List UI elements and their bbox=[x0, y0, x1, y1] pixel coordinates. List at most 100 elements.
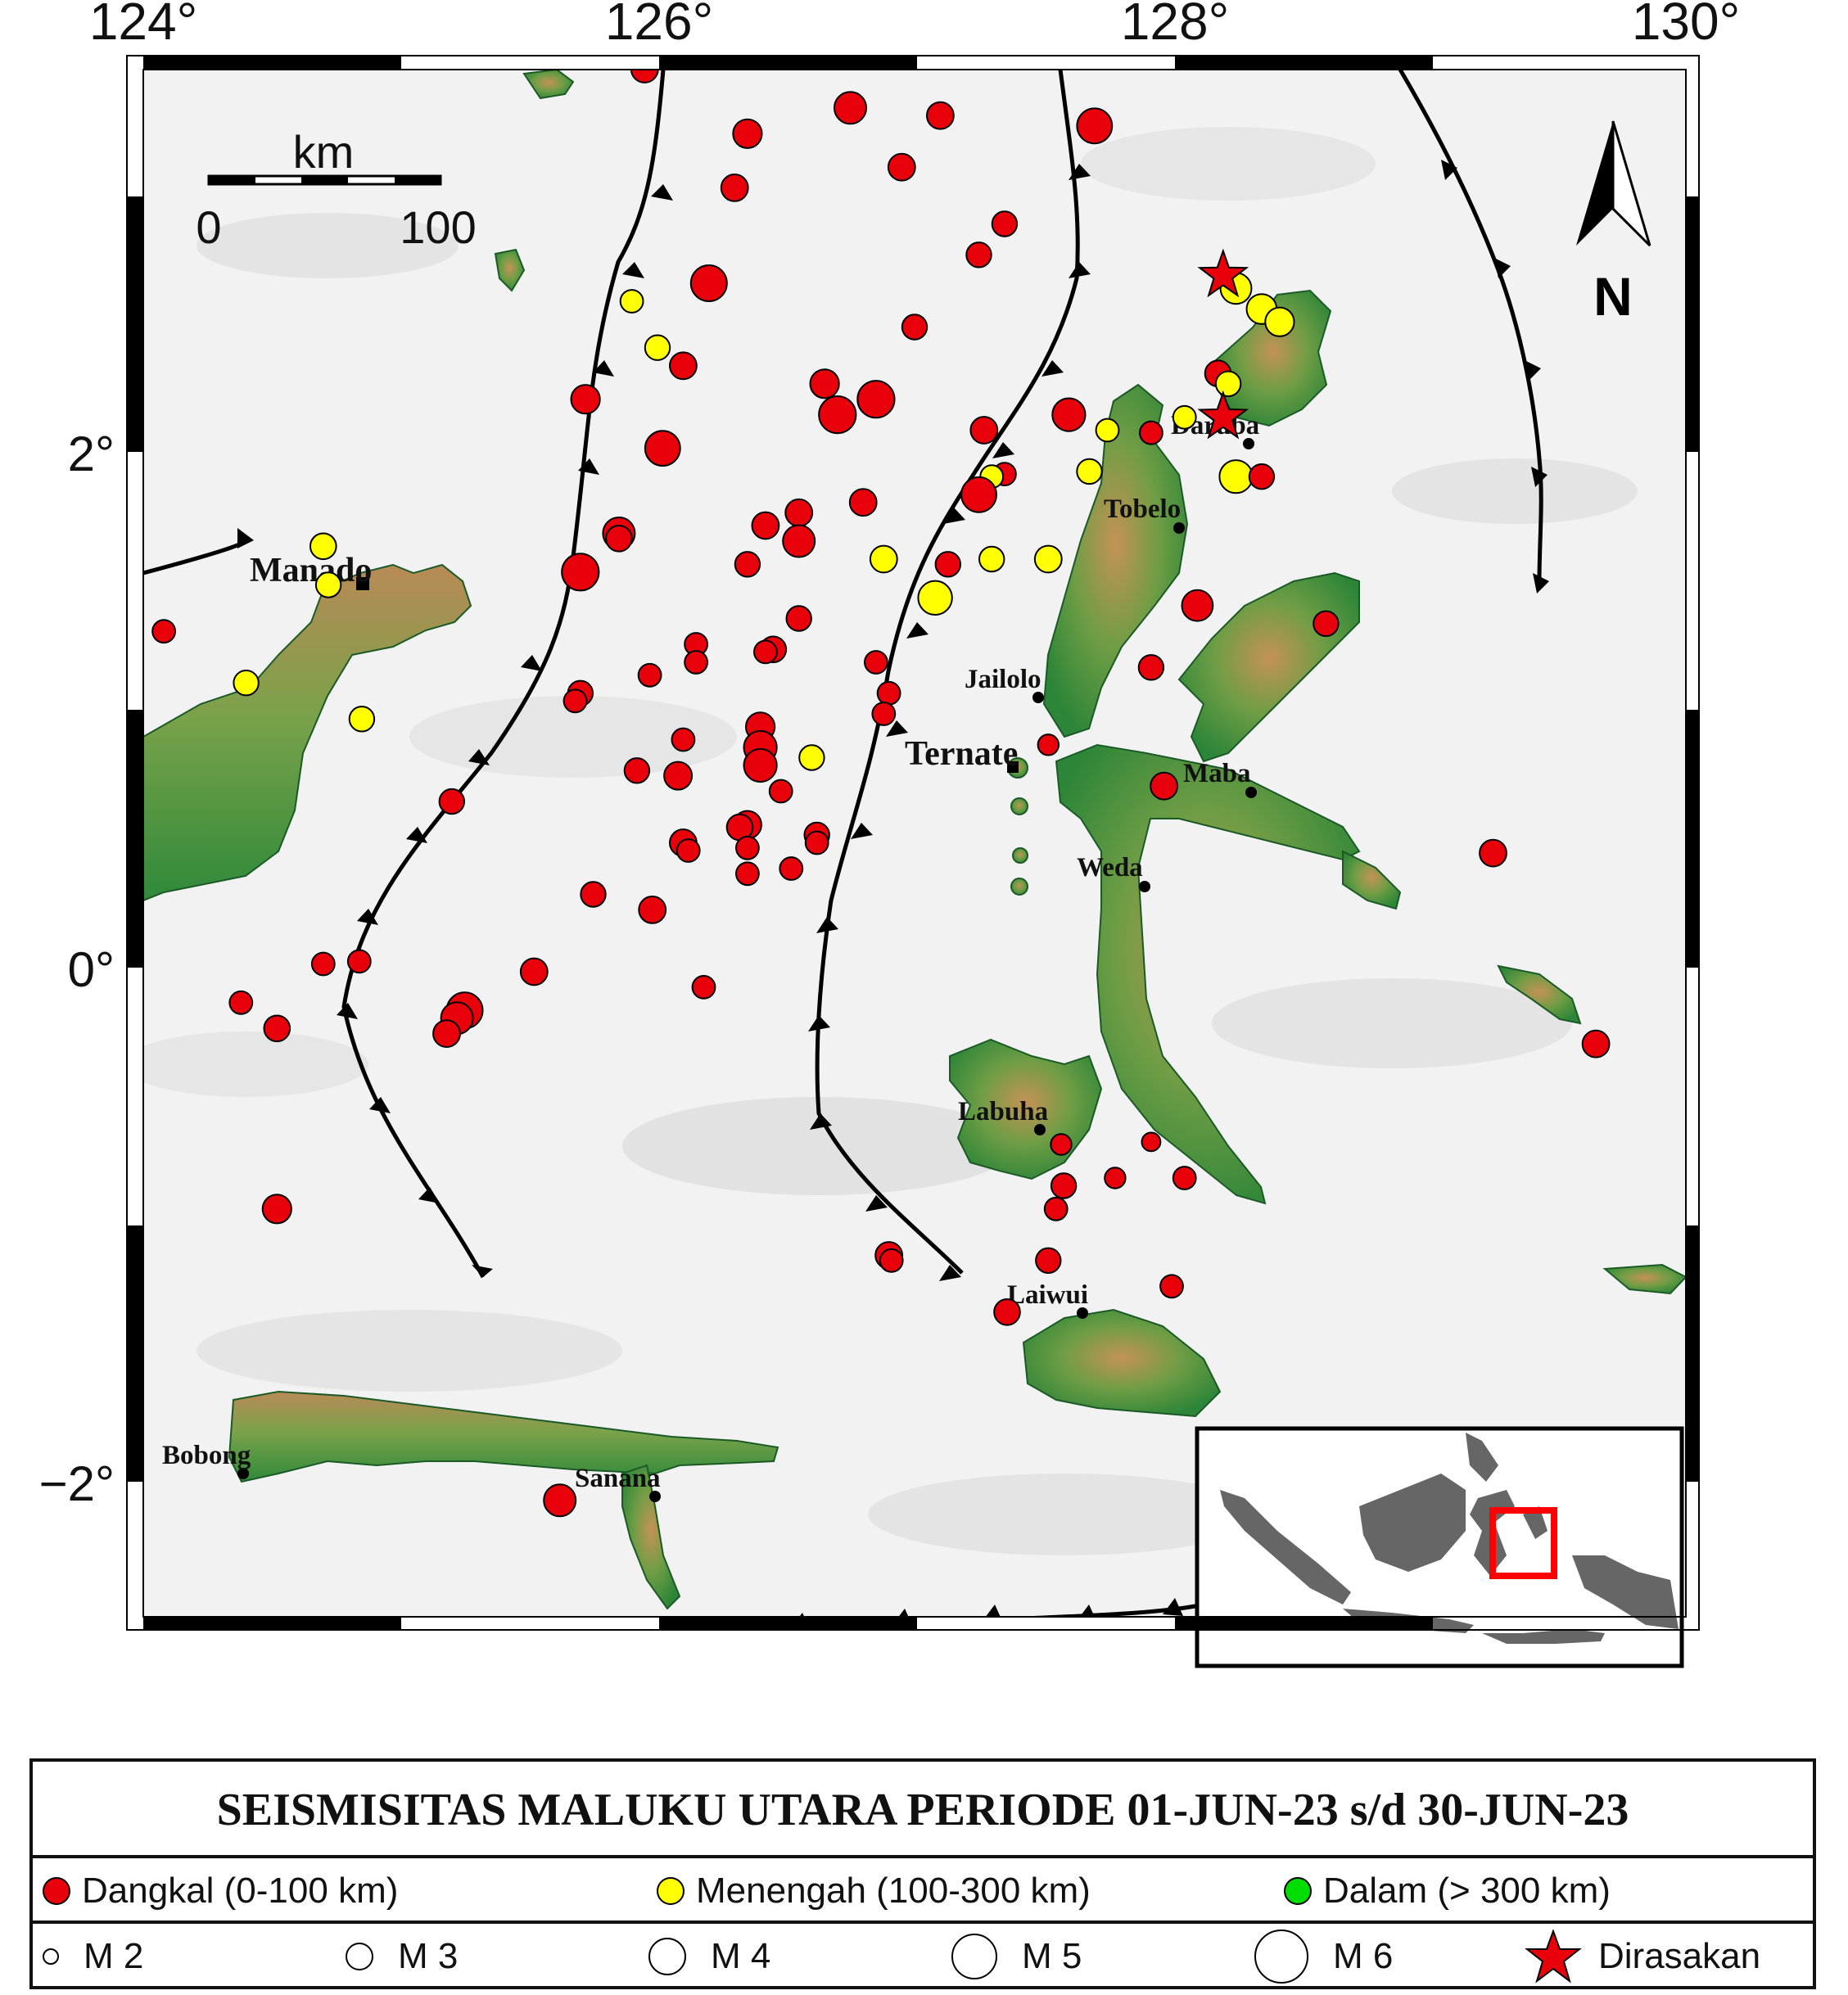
earthquake-event-shallow bbox=[887, 152, 916, 182]
earthquake-event-shallow bbox=[519, 957, 549, 986]
earthquake-event-shallow bbox=[848, 488, 878, 517]
earthquake-event-shallow bbox=[1181, 589, 1214, 622]
legend-depth-row: Dangkal (0-100 km) Menengah (100-300 km)… bbox=[33, 1858, 1813, 1924]
east-islands-land bbox=[1497, 964, 1582, 1025]
city-weda: Weda bbox=[1077, 853, 1150, 892]
earthquake-event-shallow bbox=[310, 951, 336, 977]
legend-m3: M 3 bbox=[346, 1924, 458, 1989]
earthquake-event-shallow bbox=[1037, 733, 1060, 756]
city-laiwui: Laiwui bbox=[1007, 1280, 1088, 1319]
inset-borneo bbox=[1359, 1474, 1466, 1572]
earthquake-event-intermediate bbox=[310, 532, 337, 561]
city-ternate: Ternate bbox=[905, 735, 1019, 773]
earthquake-event-intermediate bbox=[869, 544, 898, 574]
inset-maluku bbox=[1523, 1506, 1548, 1539]
earthquake-event-shallow bbox=[644, 430, 681, 467]
city-bobong: Bobong bbox=[162, 1441, 251, 1479]
scale-bar: km 0 100 bbox=[196, 126, 476, 253]
sea-relief bbox=[143, 127, 1638, 1555]
earthquake-event-shallow bbox=[734, 551, 761, 578]
obi-land bbox=[1022, 1308, 1222, 1418]
tidore-island bbox=[1010, 797, 1028, 815]
earthquake-event-intermediate bbox=[1076, 458, 1103, 485]
earthquake-event-shallow bbox=[1050, 1172, 1078, 1199]
inset-sumatra bbox=[1220, 1490, 1351, 1605]
earthquake-event-shallow bbox=[561, 553, 600, 592]
earthquake-event-shallow bbox=[623, 757, 651, 784]
svg-text:km: km bbox=[293, 126, 355, 178]
sanana-land bbox=[621, 1464, 681, 1610]
legend-intermediate: Menengah (100-300 km) bbox=[657, 1858, 1091, 1924]
earthquake-event-shallow bbox=[926, 101, 955, 130]
earthquake-event-shallow bbox=[901, 314, 929, 341]
felt-event-star-icon bbox=[1197, 390, 1249, 440]
earthquake-event-shallow bbox=[743, 747, 778, 783]
felt-event-star-icon bbox=[1197, 248, 1249, 298]
makian-island bbox=[1010, 878, 1028, 896]
earthquake-event-intermediate bbox=[1172, 404, 1197, 430]
earthquake-event-shallow bbox=[637, 662, 662, 688]
legend-deep: Dalam (> 300 km) bbox=[1284, 1858, 1611, 1924]
earthquake-event-shallow bbox=[1137, 654, 1165, 681]
fault-lines bbox=[143, 70, 1543, 1617]
longitude-labels: 124° 126° 128° 130° bbox=[89, 0, 1740, 51]
earthquake-event-shallow bbox=[960, 476, 997, 513]
city-tobelo: Tobelo bbox=[1104, 494, 1185, 534]
fault-philippine bbox=[1398, 70, 1543, 582]
city-maba: Maba bbox=[1183, 759, 1257, 798]
svg-text:Maba: Maba bbox=[1183, 759, 1251, 788]
felt-star-icon bbox=[1525, 1930, 1582, 1984]
earthquake-event-shallow bbox=[876, 680, 901, 706]
lat-label-0: 0° bbox=[68, 942, 115, 997]
earthquake-event-shallow bbox=[663, 761, 694, 791]
earthquake-event-shallow bbox=[864, 650, 888, 675]
legend-shallow: Dangkal (0-100 km) bbox=[43, 1858, 398, 1924]
earthquake-event-shallow bbox=[1139, 420, 1163, 445]
earthquake-event-shallow bbox=[1050, 1133, 1073, 1156]
earthquake-event-shallow bbox=[438, 788, 465, 815]
earthquake-event-shallow bbox=[1043, 1196, 1069, 1221]
fault-teeth bbox=[237, 160, 1549, 1617]
lon-label-130: 130° bbox=[1632, 0, 1740, 51]
earthquake-event-intermediate bbox=[978, 545, 1005, 573]
earthquake-event-shallow bbox=[818, 395, 857, 435]
earthquake-event-shallow bbox=[784, 498, 814, 527]
earthquake-event-shallow bbox=[834, 91, 867, 125]
svg-text:Ternate: Ternate bbox=[905, 735, 1018, 773]
legend-shallow-label: Dangkal (0-100 km) bbox=[82, 1871, 399, 1911]
svg-text:Sanana: Sanana bbox=[575, 1464, 661, 1493]
city-jailolo: Jailolo bbox=[965, 665, 1044, 703]
halmahera-southeast-land bbox=[1342, 850, 1402, 910]
m4-circle-icon bbox=[648, 1938, 686, 1975]
earthquake-event-intermediate bbox=[1214, 370, 1242, 397]
inset-region-box bbox=[1489, 1507, 1557, 1579]
earthquake-event-shallow bbox=[1141, 1131, 1162, 1153]
earthquake-event-shallow bbox=[965, 241, 992, 269]
lon-label-124: 124° bbox=[89, 0, 197, 51]
earthquake-event-shallow bbox=[671, 727, 696, 752]
inset-philippines bbox=[1466, 1433, 1498, 1482]
earthquake-event-shallow bbox=[768, 779, 793, 804]
cities: Manado Tobelo Daruba Jailolo Ternate Mab… bbox=[162, 411, 1259, 1502]
seismicity-map: Manado Tobelo Daruba Jailolo Ternate Mab… bbox=[39, 0, 1740, 1668]
svg-text:Weda: Weda bbox=[1077, 853, 1143, 882]
svg-text:Tobelo: Tobelo bbox=[1104, 494, 1181, 524]
misool-north-land bbox=[1602, 1263, 1686, 1295]
legend-m5-label: M 5 bbox=[1022, 1936, 1082, 1976]
lon-label-126: 126° bbox=[605, 0, 713, 51]
earthquake-event-shallow bbox=[1150, 771, 1178, 801]
legend-title: SEISMISITAS MALUKU UTARA PERIODE 01-JUN-… bbox=[33, 1762, 1813, 1858]
m5-circle-icon bbox=[951, 1934, 997, 1979]
earthquake-event-shallow bbox=[934, 551, 962, 578]
intermediate-dot-icon bbox=[657, 1877, 685, 1905]
earthquake-event-shallow bbox=[1479, 838, 1507, 868]
earthquake-event-shallow bbox=[580, 881, 607, 908]
city-manado: Manado bbox=[250, 552, 372, 590]
earthquake-event-shallow bbox=[753, 639, 778, 665]
legend-felt-label: Dirasakan bbox=[1598, 1936, 1761, 1976]
lon-label-128: 128° bbox=[1121, 0, 1229, 51]
earthquake-event-shallow bbox=[1104, 1167, 1127, 1189]
earthquake-event-intermediate bbox=[233, 670, 260, 697]
earthquake-event-intermediate bbox=[1095, 418, 1120, 443]
earthquake-event-shallow bbox=[684, 650, 708, 675]
